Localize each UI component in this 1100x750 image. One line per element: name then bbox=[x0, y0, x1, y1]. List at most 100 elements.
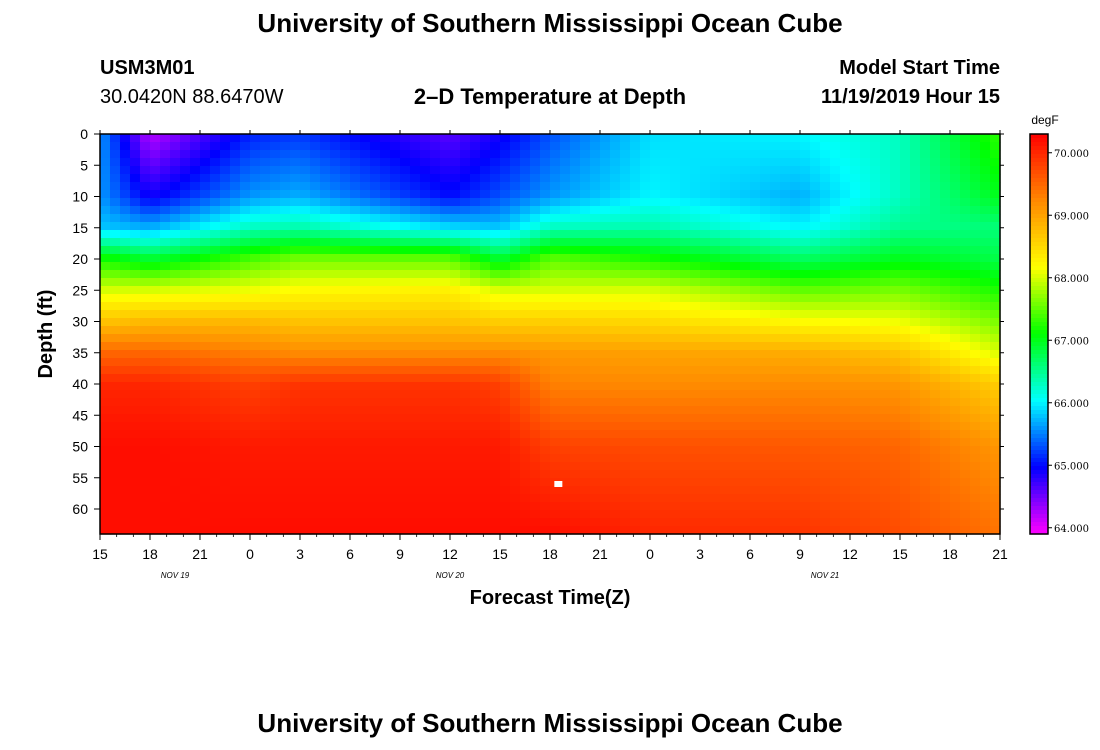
heatmap-cell bbox=[270, 302, 281, 311]
heatmap-cell bbox=[920, 230, 931, 239]
heatmap-cell bbox=[860, 222, 871, 231]
heatmap-cell bbox=[770, 302, 781, 311]
heatmap-cell bbox=[400, 430, 411, 439]
heatmap-cell bbox=[650, 214, 661, 223]
heatmap-cell bbox=[660, 238, 671, 247]
heatmap-cell bbox=[790, 342, 801, 351]
heatmap-cell bbox=[400, 486, 411, 495]
heatmap-cell bbox=[260, 414, 271, 423]
heatmap-cell bbox=[400, 502, 411, 511]
heatmap-cell bbox=[130, 246, 141, 255]
heatmap-cell bbox=[830, 158, 841, 167]
heatmap-cell bbox=[750, 246, 761, 255]
heatmap-cell bbox=[220, 278, 231, 287]
heatmap-cell bbox=[180, 486, 191, 495]
heatmap-cell bbox=[330, 278, 341, 287]
heatmap-cell bbox=[670, 486, 681, 495]
heatmap-cell bbox=[930, 166, 941, 175]
heatmap-cell bbox=[450, 502, 461, 511]
heatmap-cell bbox=[530, 198, 541, 207]
heatmap-cell bbox=[850, 230, 861, 239]
heatmap-cell bbox=[920, 430, 931, 439]
heatmap-cell bbox=[110, 350, 121, 359]
heatmap-cell bbox=[560, 422, 571, 431]
heatmap-cell bbox=[410, 510, 421, 519]
heatmap-cell bbox=[520, 262, 531, 271]
heatmap-cell bbox=[310, 278, 321, 287]
heatmap-cell bbox=[140, 366, 151, 375]
colorbar-swatch bbox=[1030, 270, 1048, 275]
heatmap-cell bbox=[640, 470, 651, 479]
heatmap-cell bbox=[630, 502, 641, 511]
heatmap-cell bbox=[790, 358, 801, 367]
heatmap-cell bbox=[770, 526, 781, 535]
heatmap-cell bbox=[690, 270, 701, 279]
heatmap-cell bbox=[590, 230, 601, 239]
heatmap-cell bbox=[260, 358, 271, 367]
heatmap-cell bbox=[810, 422, 821, 431]
heatmap-cell bbox=[370, 446, 381, 455]
heatmap-cell bbox=[110, 406, 121, 415]
heatmap-cell bbox=[210, 334, 221, 343]
heatmap-cell bbox=[290, 214, 301, 223]
heatmap-cell bbox=[110, 478, 121, 487]
heatmap-cell bbox=[990, 374, 1001, 383]
heatmap-cell bbox=[330, 246, 341, 255]
heatmap-cell bbox=[320, 286, 331, 295]
heatmap-cell bbox=[810, 398, 821, 407]
heatmap-cell bbox=[220, 334, 231, 343]
heatmap-cell bbox=[310, 334, 321, 343]
heatmap-cell bbox=[880, 230, 891, 239]
heatmap-cell bbox=[360, 262, 371, 271]
heatmap-cell bbox=[650, 430, 661, 439]
heatmap-cell bbox=[630, 334, 641, 343]
heatmap-cell bbox=[110, 462, 121, 471]
heatmap-cell bbox=[110, 182, 121, 191]
heatmap-cell bbox=[450, 270, 461, 279]
plot-title: 2–D Temperature at Depth bbox=[413, 84, 687, 109]
heatmap-cell bbox=[720, 430, 731, 439]
heatmap-cell bbox=[310, 414, 321, 423]
heatmap-cell bbox=[200, 502, 211, 511]
heatmap-cell bbox=[330, 326, 341, 335]
heatmap-cell bbox=[100, 502, 111, 511]
heatmap-cell bbox=[950, 414, 961, 423]
heatmap-cell bbox=[250, 182, 261, 191]
heatmap-cell bbox=[310, 286, 321, 295]
heatmap-cell bbox=[480, 414, 491, 423]
heatmap-cell bbox=[590, 454, 601, 463]
heatmap-cell bbox=[390, 278, 401, 287]
heatmap-cell bbox=[330, 350, 341, 359]
heatmap-cell bbox=[430, 278, 441, 287]
heatmap-cell bbox=[100, 158, 111, 167]
heatmap-cell bbox=[580, 342, 591, 351]
colorbar-swatch bbox=[1030, 506, 1048, 511]
heatmap-cell bbox=[800, 422, 811, 431]
heatmap-cell bbox=[450, 406, 461, 415]
heatmap-cell bbox=[360, 334, 371, 343]
heatmap-cell bbox=[430, 206, 441, 215]
heatmap-cell bbox=[260, 222, 271, 231]
heatmap-cell bbox=[940, 406, 951, 415]
heatmap-cell bbox=[120, 278, 131, 287]
heatmap-cell bbox=[490, 310, 501, 319]
heatmap-cell bbox=[930, 294, 941, 303]
heatmap-cell bbox=[270, 446, 281, 455]
heatmap-cell bbox=[320, 302, 331, 311]
heatmap-cell bbox=[660, 366, 671, 375]
heatmap-cell bbox=[910, 446, 921, 455]
heatmap-cell bbox=[560, 134, 571, 143]
heatmap-cell bbox=[150, 510, 161, 519]
heatmap-cell bbox=[440, 334, 451, 343]
heatmap-cell bbox=[200, 462, 211, 471]
heatmap-cell bbox=[460, 158, 471, 167]
heatmap-cell bbox=[850, 238, 861, 247]
heatmap-cell bbox=[690, 390, 701, 399]
heatmap-cell bbox=[660, 222, 671, 231]
heatmap-cell bbox=[260, 342, 271, 351]
heatmap-cell bbox=[100, 326, 111, 335]
heatmap-cell bbox=[480, 358, 491, 367]
heatmap-cell bbox=[350, 382, 361, 391]
heatmap-cell bbox=[390, 350, 401, 359]
heatmap-cell bbox=[510, 414, 521, 423]
